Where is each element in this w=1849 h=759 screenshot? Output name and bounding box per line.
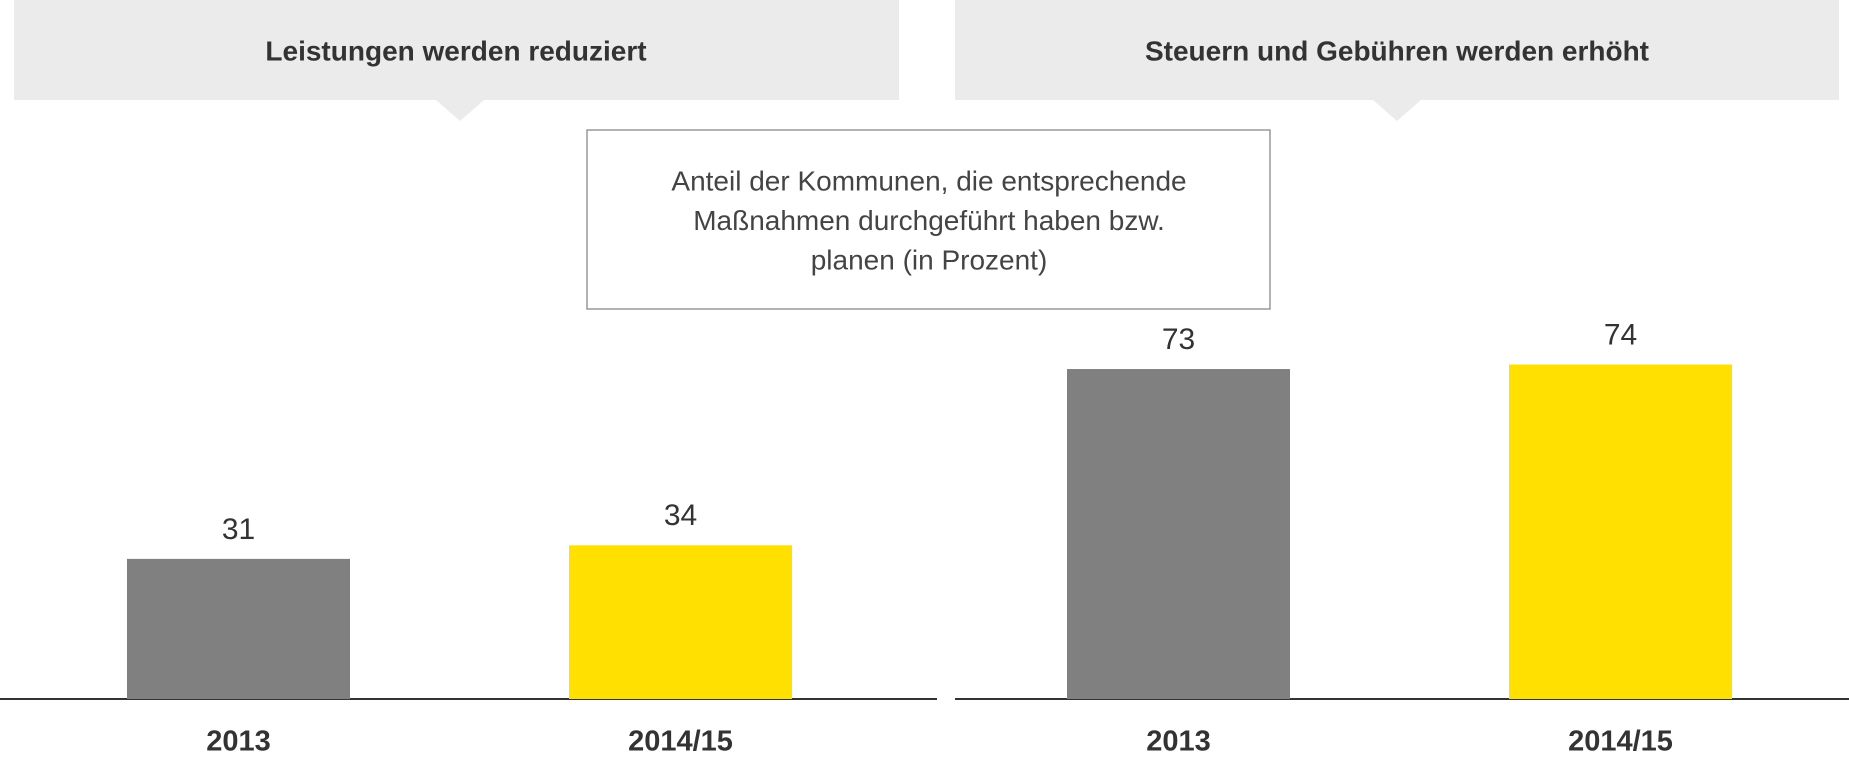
- note-box: [586, 129, 1271, 310]
- bar: [127, 558, 350, 699]
- header-panel: [955, 0, 1839, 121]
- value-label: 31: [222, 513, 255, 546]
- value-label: 73: [1162, 323, 1195, 356]
- x-tick-label: 2013: [1146, 726, 1211, 758]
- value-label: 74: [1604, 318, 1637, 351]
- note-text: Maßnahmen durchgeführt haben bzw.: [693, 205, 1165, 236]
- bar: [1509, 364, 1732, 699]
- x-tick-label: 2013: [206, 726, 271, 758]
- bar: [569, 545, 792, 699]
- note-text: planen (in Prozent): [811, 244, 1048, 275]
- note-text: Anteil der Kommunen, die entsprechende: [671, 165, 1186, 196]
- x-tick-label: 2014/15: [1568, 726, 1673, 758]
- chart-title: Steuern und Gebühren werden erhöht: [1145, 35, 1649, 66]
- chart-title: Leistungen werden reduziert: [265, 35, 646, 66]
- value-label: 34: [664, 499, 697, 532]
- header-panel: [14, 0, 899, 121]
- x-tick-label: 2014/15: [628, 726, 733, 758]
- bar: [1067, 369, 1290, 699]
